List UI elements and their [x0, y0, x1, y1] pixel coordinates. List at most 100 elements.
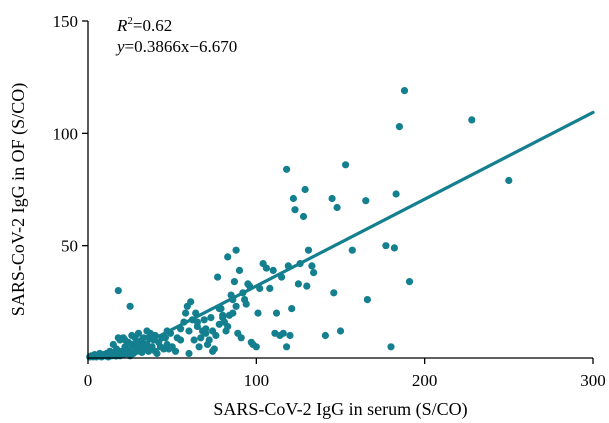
data-point — [468, 116, 476, 124]
data-point — [195, 343, 203, 351]
data-point — [173, 334, 181, 342]
data-point — [262, 264, 270, 272]
data-point — [342, 161, 350, 169]
data-point — [405, 278, 414, 286]
y-tick-label: 150 — [53, 12, 79, 31]
equation-text: =0.3866x−6.670 — [125, 37, 238, 56]
data-point — [242, 300, 250, 308]
data-point — [161, 334, 169, 342]
data-point — [235, 266, 244, 274]
data-point — [153, 349, 161, 358]
r2-symbol: R — [116, 16, 128, 35]
data-point — [224, 253, 232, 261]
data-point — [328, 194, 336, 203]
data-point — [283, 165, 291, 173]
data-point — [229, 309, 237, 317]
r2-superscript: 2 — [127, 15, 133, 27]
x-tick-label: 0 — [84, 371, 93, 390]
equation-symbol: y — [115, 37, 125, 56]
data-point — [224, 322, 232, 331]
data-point — [121, 336, 129, 344]
data-point — [202, 325, 210, 333]
y-tick-label: 50 — [61, 237, 78, 256]
x-tick-label: 200 — [412, 371, 438, 390]
data-point — [197, 334, 205, 342]
data-point — [303, 282, 311, 290]
data-point — [193, 318, 201, 326]
data-point — [232, 302, 240, 310]
data-point — [114, 334, 122, 342]
data-point — [362, 197, 370, 205]
data-point — [279, 329, 287, 337]
data-point — [321, 331, 329, 340]
annotation: R2=0.62 y=0.3866x−6.670 — [115, 15, 237, 56]
data-point — [165, 345, 173, 353]
data-point — [336, 327, 345, 335]
data-point — [209, 347, 217, 355]
data-point — [200, 316, 208, 324]
data-point — [390, 244, 398, 252]
data-point — [182, 309, 190, 317]
data-point — [232, 246, 240, 254]
data-point — [400, 87, 409, 95]
data-point — [190, 336, 198, 344]
data-point — [171, 347, 180, 355]
data-point — [185, 349, 193, 358]
data-point — [289, 194, 297, 203]
data-point — [266, 284, 274, 292]
data-point — [310, 269, 318, 277]
regression-line — [115, 110, 595, 360]
data-point — [205, 336, 213, 344]
x-tick-label: 300 — [580, 371, 606, 390]
data-point — [382, 242, 390, 250]
data-point — [230, 278, 238, 286]
fit-layer — [115, 110, 595, 360]
data-point — [288, 305, 296, 313]
data-point — [291, 206, 299, 214]
data-point — [252, 343, 260, 351]
labels-layer: 0 100 200 300 50 100 150 SARS-CoV-2 IgG in seru… — [8, 12, 606, 420]
data-point — [301, 185, 309, 194]
data-point — [185, 327, 193, 335]
data-point — [392, 190, 400, 198]
data-point — [212, 331, 220, 340]
y-axis-title: SARS-CoV-2 IgG in OF (S/CO) — [8, 83, 29, 316]
data-point — [133, 338, 141, 346]
data-point — [348, 246, 356, 254]
data-point — [395, 123, 403, 131]
data-point — [114, 287, 122, 295]
data-point — [283, 343, 291, 351]
r2-value: =0.62 — [133, 16, 172, 35]
data-point — [126, 302, 134, 310]
data-point — [308, 262, 316, 270]
data-point — [128, 331, 136, 340]
data-point — [269, 266, 277, 274]
data-point — [207, 314, 215, 322]
data-point — [286, 331, 294, 340]
data-point — [134, 329, 143, 337]
r2-annotation: R2=0.62 — [116, 15, 172, 35]
data-point — [333, 203, 341, 212]
data-point — [330, 289, 338, 297]
equation-annotation: y=0.3866x−6.670 — [115, 37, 237, 56]
axes-layer — [82, 20, 594, 364]
data-point — [237, 334, 245, 342]
data-point — [387, 343, 395, 351]
data-point — [109, 340, 117, 349]
data-point — [299, 212, 308, 221]
points-layer — [86, 87, 513, 361]
data-point — [272, 309, 281, 317]
data-point — [187, 298, 195, 306]
x-tick-label: 100 — [244, 371, 270, 390]
data-point — [505, 176, 513, 185]
data-point — [294, 280, 302, 288]
x-axis-title: SARS-CoV-2 IgG in serum (S/CO) — [213, 399, 467, 420]
data-point — [254, 309, 262, 317]
y-tick-label: 100 — [53, 124, 79, 143]
data-point — [156, 343, 164, 351]
data-point — [304, 246, 313, 254]
data-point — [214, 273, 222, 281]
data-point — [143, 327, 151, 335]
